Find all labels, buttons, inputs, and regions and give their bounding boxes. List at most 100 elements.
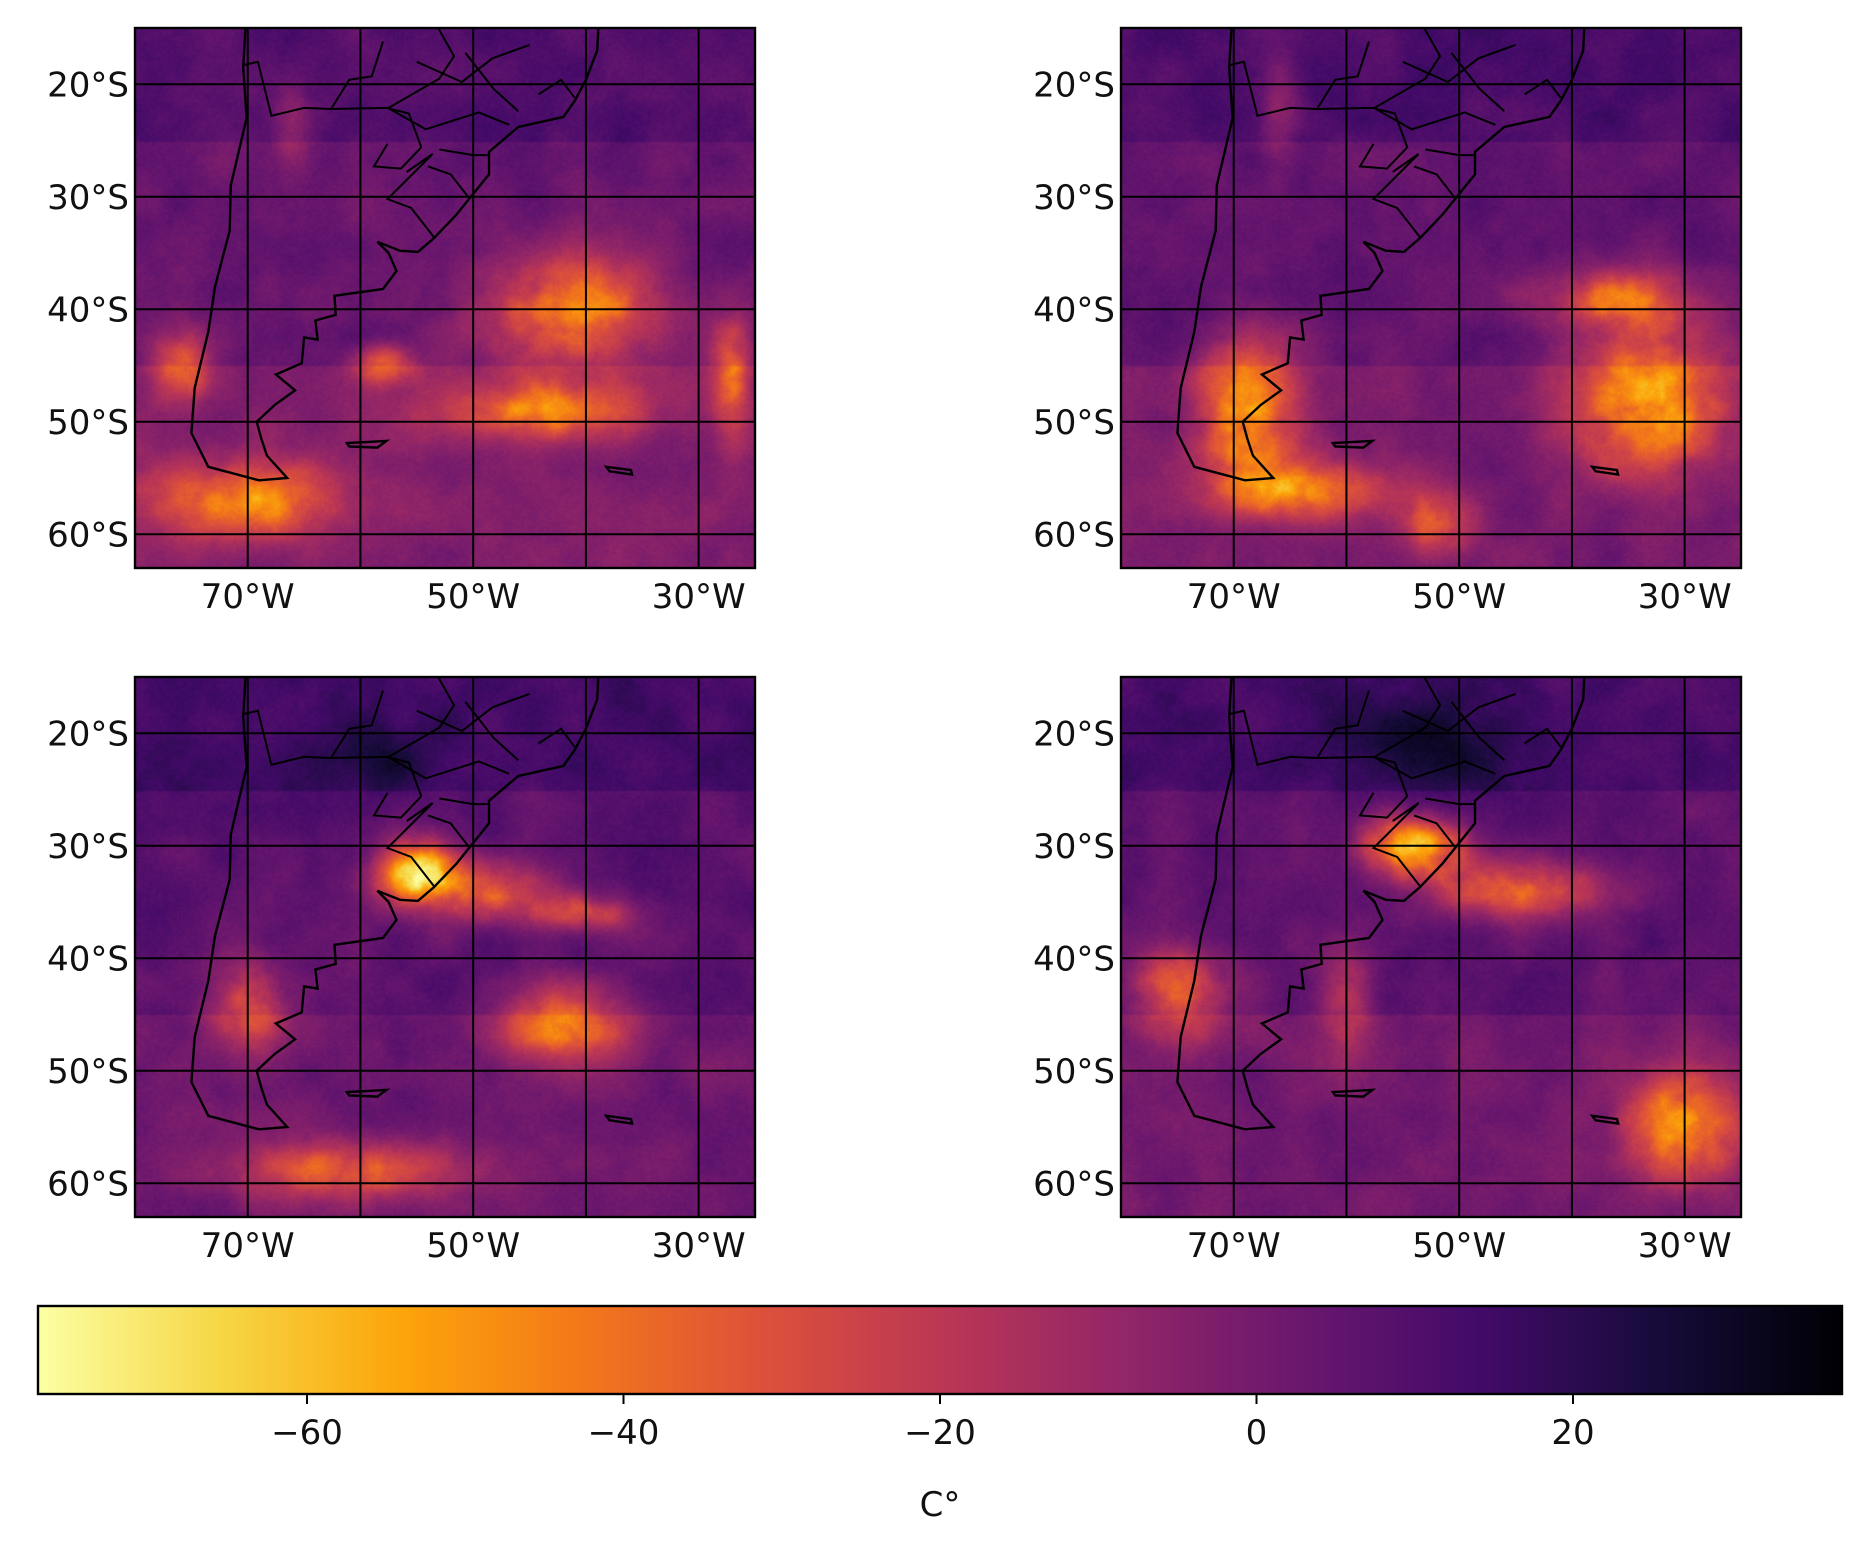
country-border <box>538 78 576 99</box>
longitude-label: 30°W <box>1638 577 1732 617</box>
panel-bottom-left: 20°S 30°S 40°S 50°S 60°S 70°W 50°W 30°W <box>47 675 757 1266</box>
country-border <box>372 143 423 170</box>
longitude-label: 30°W <box>652 577 746 617</box>
country-border <box>416 43 530 84</box>
latitude-label: 60°S <box>1033 515 1115 555</box>
colorbar-label: C° <box>920 1485 961 1525</box>
coastline <box>1176 676 1586 1131</box>
colorbar-tick-label: −40 <box>588 1413 660 1453</box>
latitude-label: 40°S <box>1033 290 1115 330</box>
latitude-label: 40°S <box>1033 939 1115 979</box>
country-border <box>1524 78 1562 99</box>
country-border <box>464 701 519 762</box>
falkland-islands <box>1330 439 1377 449</box>
longitude-label: 30°W <box>1638 1226 1732 1266</box>
country-border <box>388 27 456 109</box>
panel-frame <box>133 26 757 570</box>
longitude-label: 50°W <box>426 577 520 617</box>
south-georgia-island <box>603 465 634 477</box>
longitude-label: 70°W <box>1187 1226 1281 1266</box>
colorbar-tick-label: −20 <box>904 1413 976 1453</box>
colorbar-tick-label: 20 <box>1551 1413 1594 1453</box>
latitude-label: 30°S <box>1033 827 1115 867</box>
panel-top-left: 20°S 30°S 40°S 50°S 60°S 70°W 50°W 30°W <box>47 26 757 617</box>
country-border <box>1402 692 1516 733</box>
country-border <box>1371 153 1422 240</box>
latitude-label: 60°S <box>47 1164 129 1204</box>
south-georgia-island <box>1589 465 1620 477</box>
latitude-label: 20°S <box>1033 65 1115 105</box>
longitude-label: 70°W <box>201 577 295 617</box>
longitude-label: 70°W <box>201 1226 295 1266</box>
coastline <box>190 676 600 1131</box>
falkland-islands <box>344 439 391 449</box>
panel-frame <box>1119 675 1743 1219</box>
country-border <box>1413 165 1457 200</box>
panel-frame <box>1119 26 1743 570</box>
latitude-label: 40°S <box>47 290 129 330</box>
latitude-label: 50°S <box>47 1052 129 1092</box>
coastline <box>190 27 600 482</box>
country-border <box>385 153 436 240</box>
country-border <box>385 802 436 889</box>
longitude-label: 50°W <box>1412 1226 1506 1266</box>
map-panels: 20°S 30°S 40°S 50°S 60°S 70°W 50°W 30°W 20°S 30°S… <box>47 26 1743 1266</box>
country-border <box>1358 143 1409 170</box>
latitude-label: 20°S <box>47 65 129 105</box>
country-border <box>427 165 471 200</box>
country-border <box>1402 43 1516 84</box>
country-border <box>538 727 576 748</box>
country-border <box>427 814 471 849</box>
colorbar-ticks: −60 −40 −20 0 20 <box>271 1394 1595 1453</box>
latitude-label: 60°S <box>1033 1164 1115 1204</box>
country-border <box>242 709 423 797</box>
country-border <box>242 60 423 148</box>
country-border <box>464 52 519 112</box>
country-border <box>1450 701 1505 762</box>
brightness-temperature-image <box>135 28 755 568</box>
latitude-label: 20°S <box>47 714 129 754</box>
brightness-temperature-image <box>1121 28 1741 568</box>
panel-top-right: 20°S 30°S 40°S 50°S 60°S 70°W 50°W 30°W <box>1033 26 1743 617</box>
country-border <box>389 108 510 131</box>
brightness-temperature-image <box>135 677 755 1217</box>
brightness-temperature-image <box>1121 677 1741 1217</box>
falkland-islands <box>1330 1088 1377 1098</box>
longitude-label: 70°W <box>1187 577 1281 617</box>
country-border <box>388 676 456 758</box>
country-border <box>1358 792 1409 819</box>
latitude-label: 50°S <box>1033 1052 1115 1092</box>
country-border <box>1374 676 1442 758</box>
country-border <box>1413 814 1457 849</box>
latitude-label: 30°S <box>47 827 129 867</box>
coastline <box>1176 27 1586 482</box>
longitude-label: 50°W <box>426 1226 520 1266</box>
country-border <box>1375 757 1496 780</box>
country-border <box>1371 802 1422 889</box>
latitude-label: 20°S <box>1033 714 1115 754</box>
country-border <box>372 792 423 819</box>
panel-bottom-right: 20°S 30°S 40°S 50°S 60°S 70°W 50°W 30°W <box>1033 675 1743 1266</box>
latitude-label: 40°S <box>47 939 129 979</box>
colorbar-tick-label: 0 <box>1246 1413 1268 1453</box>
panel-frame <box>133 675 757 1219</box>
country-border <box>416 692 530 733</box>
longitude-label: 30°W <box>652 1226 746 1266</box>
south-georgia-island <box>1589 1114 1620 1126</box>
latitude-label: 50°S <box>47 403 129 443</box>
country-border <box>1228 60 1409 148</box>
colorbar-tick-label: −60 <box>271 1413 343 1453</box>
latitude-label: 30°S <box>1033 178 1115 218</box>
south-georgia-island <box>603 1114 634 1126</box>
latitude-label: 50°S <box>1033 403 1115 443</box>
latitude-label: 30°S <box>47 178 129 218</box>
latitude-label: 60°S <box>47 515 129 555</box>
longitude-label: 50°W <box>1412 577 1506 617</box>
country-border <box>1374 27 1442 109</box>
country-border <box>1228 709 1409 797</box>
country-border <box>389 757 510 780</box>
colorbar: −60 −40 −20 0 20 C° <box>36 1304 1844 1525</box>
country-border <box>1375 108 1496 131</box>
